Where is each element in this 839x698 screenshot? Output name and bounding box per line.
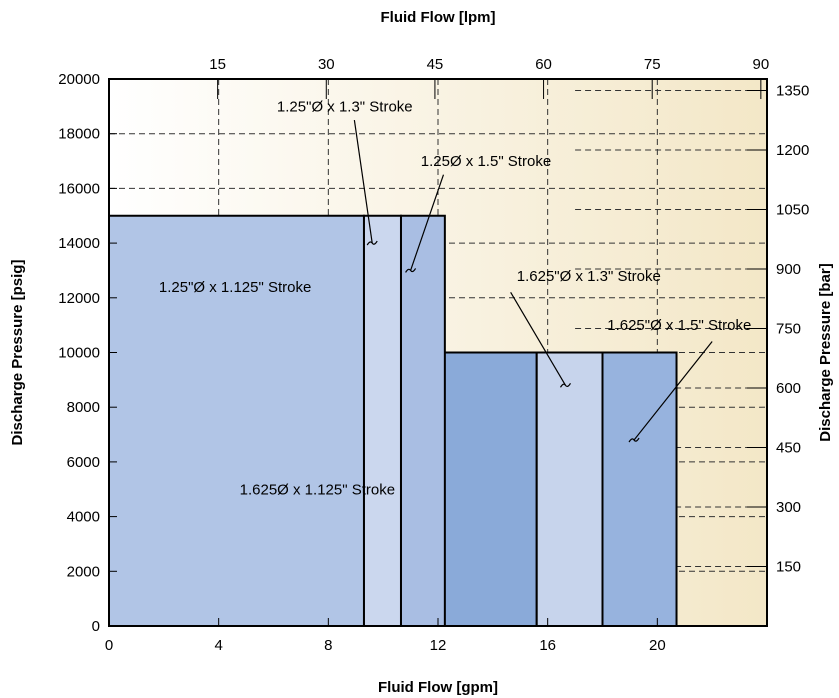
region-bar (362, 214, 402, 627)
axis-ticks (108, 78, 767, 627)
leader-line (410, 174, 445, 271)
region-label: 1.625Ø x 1.125" Stroke (240, 481, 395, 498)
operating-regions (108, 214, 678, 627)
x-top-tick-label: 15 (209, 56, 226, 73)
region-bar (601, 351, 678, 627)
y-left-tick-label: 6000 (67, 454, 100, 471)
y-left-tick-label: 2000 (67, 563, 100, 580)
x-axis-top-title: Fluid Flow [lpm] (381, 9, 496, 26)
region-label: 1.25"Ø x 1.125" Stroke (159, 279, 311, 296)
x-bottom-tick-label: 12 (430, 637, 447, 654)
y-right-tick-label: 1200 (776, 142, 809, 159)
x-top-tick-label: 30 (318, 56, 335, 73)
y-left-tick-label: 18000 (58, 126, 100, 143)
region-label: 1.25Ø x 1.5" Stroke (421, 153, 551, 170)
y-right-tick-label: 600 (776, 380, 801, 397)
y-left-tick-label: 20000 (58, 71, 100, 88)
y-left-tick-label: 10000 (58, 345, 100, 362)
y-right-tick-label: 150 (776, 558, 801, 575)
leader-end-mark (628, 437, 640, 443)
region-annotations: 1.625Ø x 1.125" Stroke 1.25"Ø x 1.125" St… (159, 98, 751, 498)
leader-end-mark (366, 240, 378, 246)
y-left-tick-label: 4000 (67, 509, 100, 526)
y-left-tick-label: 16000 (58, 180, 100, 197)
y-right-tick-label: 450 (776, 439, 801, 456)
y-axis-right-title: Discharge Pressure [bar] (817, 263, 834, 441)
region-label: 1.625"Ø x 1.5" Stroke (607, 317, 751, 334)
y-right-tick-label: 900 (776, 261, 801, 278)
y-right-tick-label: 1050 (776, 201, 809, 218)
x-top-tick-label: 60 (535, 56, 552, 73)
region-label: 1.25"Ø x 1.3" Stroke (277, 98, 413, 115)
y-left-tick-label: 14000 (58, 235, 100, 252)
x-bottom-tick-label: 16 (539, 637, 556, 654)
x-bottom-tick-label: 8 (324, 637, 332, 654)
y-left-tick-label: 0 (92, 618, 100, 635)
y-left-tick-label: 8000 (67, 399, 100, 416)
leader-line (510, 292, 567, 386)
x-top-tick-label: 75 (644, 56, 661, 73)
region-bar (108, 214, 365, 627)
x-bottom-tick-label: 4 (214, 637, 222, 654)
region-label: 1.625"Ø x 1.3" Stroke (517, 268, 661, 285)
y-axis-left-title: Discharge Pressure [psig] (9, 260, 26, 446)
x-top-tick-label: 45 (427, 56, 444, 73)
leader-line (633, 341, 713, 441)
y-right-tick-label: 750 (776, 320, 801, 337)
leader-end-mark (559, 383, 572, 388)
y-right-tick-label: 300 (776, 499, 801, 516)
x-bottom-tick-label: 20 (649, 637, 666, 654)
x-bottom-tick-label: 0 (105, 637, 113, 654)
y-right-tick-label: 1350 (776, 82, 809, 99)
region-bar (399, 214, 446, 627)
y-left-tick-label: 12000 (58, 290, 100, 307)
x-axis-bottom-title: Fluid Flow [gpm] (378, 679, 498, 696)
leader-line (353, 119, 373, 244)
x-top-tick-label: 90 (753, 56, 770, 73)
leader-end-mark (405, 268, 417, 273)
region-bar (535, 351, 604, 627)
